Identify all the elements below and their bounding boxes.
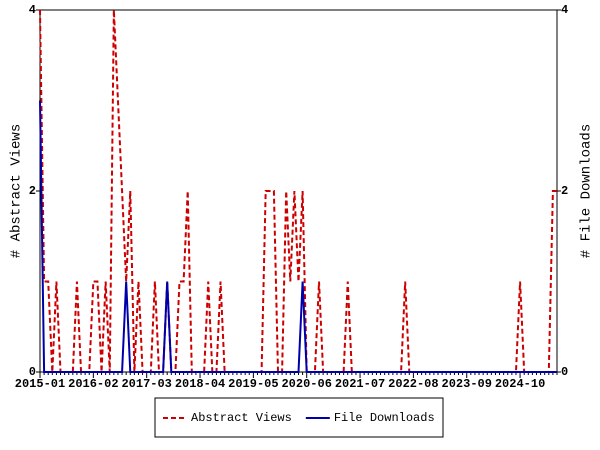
legend-label: File Downloads	[334, 411, 435, 425]
series-line	[39, 100, 557, 373]
x-tick-label: 2024-10	[495, 377, 545, 391]
x-tick-label: 2020-06	[281, 377, 331, 391]
y-tick-label: 2	[29, 184, 36, 198]
x-tick-label: 2023-09	[442, 377, 492, 391]
y-tick-label: 0	[29, 365, 36, 379]
legend-box	[154, 397, 444, 438]
y2-axis-title: # File Downloads	[579, 124, 595, 258]
y-axis-title: # Abstract Views	[9, 124, 25, 258]
y2-tick-label: 4	[561, 3, 568, 17]
x-tick-label: 2021-07	[335, 377, 385, 391]
legend: Abstract Views File Downloads	[154, 397, 444, 438]
x-tick-label: 2019-05	[228, 377, 278, 391]
x-tick-label: 2015-01	[15, 377, 65, 391]
x-tick-label: 2022-08	[388, 377, 438, 391]
x-tick-label: 2016-02	[68, 377, 118, 391]
y-tick-label: 4	[29, 3, 36, 17]
x-tick-label: 2017-03	[121, 377, 171, 391]
y2-tick-label: 2	[561, 184, 568, 198]
legend-label: Abstract Views	[191, 411, 292, 425]
x-tick-label: 2018-04	[175, 377, 225, 391]
y2-tick-label: 0	[561, 365, 568, 379]
